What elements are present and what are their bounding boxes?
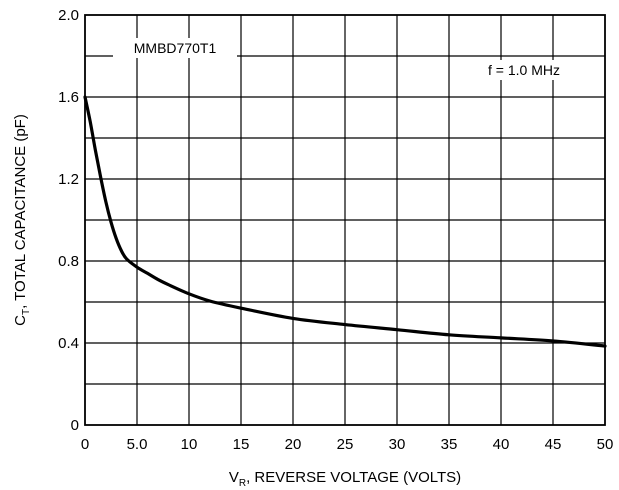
x-tick-label: 0 bbox=[81, 436, 89, 453]
y-tick-label: 1.2 bbox=[58, 171, 79, 188]
x-axis-label-sub: R bbox=[239, 478, 246, 489]
x-tick-label: 50 bbox=[597, 436, 614, 453]
plot-frame bbox=[84, 14, 606, 426]
device-label-background bbox=[113, 38, 237, 58]
capacitance-curve bbox=[83, 95, 607, 348]
y-axis-label-sub: T bbox=[21, 309, 32, 315]
frequency-label-background bbox=[468, 60, 580, 80]
frequency-label: f = 1.0 MHz bbox=[488, 62, 560, 78]
x-axis-label-rest: , REVERSE VOLTAGE (VOLTS) bbox=[246, 469, 461, 486]
x-tick-label: 40 bbox=[493, 436, 510, 453]
series-group bbox=[83, 95, 607, 348]
y-tick-label: 0.4 bbox=[58, 335, 79, 352]
y-tick-label: 1.6 bbox=[58, 89, 79, 106]
y-tick-label: 0 bbox=[71, 417, 79, 434]
y-tick-labels: 0 0.4 0.8 1.2 1.6 2.0 bbox=[58, 7, 79, 434]
x-tick-label: 15 bbox=[233, 436, 250, 453]
y-axis-label-rest: , TOTAL CAPACITANCE (pF) bbox=[12, 114, 29, 309]
y-tick-label: 0.8 bbox=[58, 253, 79, 270]
x-tick-label: 10 bbox=[181, 436, 198, 453]
y-axis-label-main: C bbox=[12, 315, 29, 326]
x-tick-label: 30 bbox=[389, 436, 406, 453]
y-tick-label: 2.0 bbox=[58, 7, 79, 24]
y-axis-label: CT, TOTAL CAPACITANCE (pF) bbox=[12, 114, 32, 326]
device-label: MMBD770T1 bbox=[134, 40, 217, 56]
x-tick-label: 45 bbox=[545, 436, 562, 453]
x-axis-label-main: V bbox=[229, 469, 239, 486]
x-tick-label: 25 bbox=[337, 436, 354, 453]
x-tick-label: 35 bbox=[441, 436, 458, 453]
x-tick-label: 20 bbox=[285, 436, 302, 453]
x-axis-label: VR, REVERSE VOLTAGE (VOLTS) bbox=[229, 469, 461, 489]
grid-lines bbox=[85, 15, 605, 425]
x-tick-label: 5.0 bbox=[127, 436, 148, 453]
x-tick-labels: 0 5.0 10 15 20 25 30 35 40 45 50 bbox=[81, 436, 614, 453]
